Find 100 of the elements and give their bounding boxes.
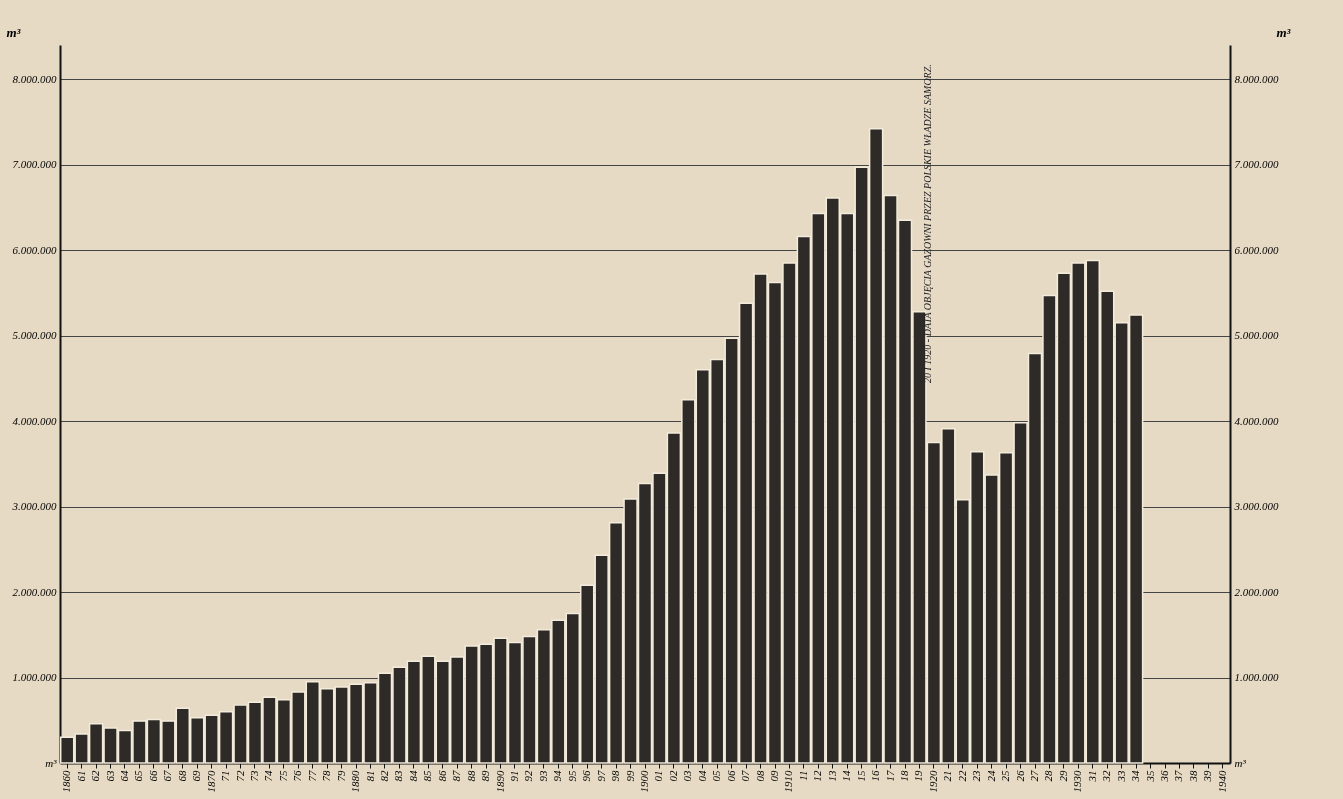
x-tick-label: 05 — [710, 770, 723, 782]
x-tick-label: 73 — [248, 770, 260, 782]
x-tick-label: 11 — [796, 770, 809, 781]
y-tick-label: 8.000.000 — [12, 72, 57, 85]
x-tick-label: 29 — [1056, 770, 1069, 782]
y2-tick-label: 3.000.000 — [1233, 500, 1279, 513]
x-tick-label: 86 — [435, 770, 448, 782]
x-tick-label: 69 — [190, 770, 203, 782]
x-tick-label: 93 — [536, 770, 549, 782]
x-tick-label: 76 — [291, 770, 304, 782]
x-tick-label: 1880 — [349, 770, 362, 793]
x-tick-label: 1920 — [926, 770, 939, 793]
x-tick-label: 61 — [74, 770, 87, 782]
x-tick-label: 97 — [594, 770, 607, 782]
x-tick-label: 07 — [739, 770, 752, 782]
x-tick-label: 12 — [811, 770, 824, 782]
x-tick-label: 02 — [666, 770, 679, 782]
y2-tick-label: 7.000.000 — [1234, 158, 1279, 171]
x-tick-label: 16 — [869, 770, 882, 782]
y-tick-label: 5.000.000 — [12, 329, 57, 342]
x-tick-label: 63 — [103, 770, 116, 782]
y2-tick-label: 8.000.000 — [1234, 72, 1279, 85]
x-tick-label: 74 — [262, 770, 275, 782]
x-tick-label: 68 — [175, 770, 188, 782]
y-tick-label: 2.000.000 — [12, 585, 57, 598]
x-tick-label: 75 — [276, 770, 289, 782]
x-tick-label: 26 — [1013, 770, 1026, 782]
x-tick-label: 72 — [233, 770, 246, 782]
x-tick-label: 1910 — [782, 770, 795, 793]
x-tick-label: 09 — [768, 770, 780, 782]
x-tick-label: 24 — [984, 770, 997, 782]
x-tick-label: 34 — [1129, 770, 1142, 783]
x-tick-label: 23 — [970, 770, 983, 782]
y-tick-label: 6.000.000 — [12, 243, 57, 256]
x-tick-label: 87 — [450, 770, 463, 782]
x-tick-label: 1900 — [638, 770, 650, 793]
x-tick-label: 01 — [652, 770, 665, 782]
y2-tick-label: 6.000.000 — [1234, 243, 1279, 256]
y-tick-label: 4.000.000 — [12, 414, 57, 427]
y2-tick-label: 1.000.000 — [1234, 671, 1279, 684]
x-tick-label: 32 — [1100, 770, 1113, 783]
x-tick-label: 19 — [912, 770, 925, 782]
x-tick-label: 83 — [392, 770, 405, 782]
y2-tick-label: m³ — [1234, 756, 1247, 769]
x-tick-label: 85 — [421, 770, 434, 782]
y-tick-label: m³ — [45, 756, 58, 769]
y-tick-label: 1.000.000 — [12, 671, 57, 684]
x-tick-label: 21 — [941, 770, 954, 782]
x-tick-label: 78 — [320, 770, 333, 782]
x-tick-label: 1870 — [204, 770, 217, 793]
x-tick-label: 66 — [146, 770, 159, 782]
y-tick-label: 7.000.000 — [12, 158, 57, 171]
x-tick-label: 62 — [89, 770, 102, 782]
x-tick-label: 77 — [305, 770, 318, 782]
x-tick-label: 91 — [508, 770, 520, 782]
x-tick-label: 1860 — [60, 770, 73, 793]
x-tick-label: 28 — [1042, 770, 1055, 782]
x-tick-label: 37 — [1172, 770, 1185, 783]
x-tick-label: 1930 — [1071, 770, 1084, 793]
x-tick-label: 81 — [363, 770, 376, 782]
x-tick-label: 64 — [118, 770, 130, 782]
y-tick-label: 3.000.000 — [11, 500, 57, 513]
x-tick-label: 08 — [753, 770, 766, 782]
y2-axis-title: m³ — [1276, 24, 1292, 40]
x-tick-label: 36 — [1158, 770, 1170, 783]
x-tick-label: 94 — [551, 770, 564, 782]
x-tick-label: 04 — [695, 770, 708, 782]
x-tick-label: 03 — [681, 770, 694, 782]
x-tick-label: 88 — [464, 770, 477, 782]
x-tick-label: 39 — [1201, 770, 1214, 783]
x-tick-label: 67 — [161, 770, 174, 782]
x-tick-label: 18 — [898, 770, 910, 782]
x-tick-label: 79 — [334, 770, 347, 782]
x-tick-label: 06 — [724, 770, 737, 782]
x-tick-label: 1890 — [493, 770, 506, 793]
x-tick-label: 31 — [1085, 770, 1098, 783]
x-tick-label: 38 — [1186, 770, 1199, 783]
x-tick-label: 82 — [378, 770, 390, 782]
x-tick-label: 15 — [854, 770, 867, 782]
x-tick-label: 95 — [565, 770, 578, 782]
x-tick-label: 27 — [1028, 770, 1040, 782]
x-tick-label: 71 — [219, 770, 232, 782]
x-tick-label: 35 — [1143, 770, 1156, 783]
x-tick-label: 98 — [609, 770, 622, 782]
x-tick-label: 99 — [623, 770, 636, 782]
x-tick-label: 22 — [955, 770, 968, 782]
x-tick-label: 96 — [580, 770, 593, 782]
y2-tick-label: 2.000.000 — [1234, 585, 1279, 598]
x-tick-label: 65 — [132, 770, 145, 782]
x-tick-label: 92 — [522, 770, 535, 782]
y2-tick-label: 4.000.000 — [1234, 414, 1279, 427]
y2-tick-label: 5.000.000 — [1234, 329, 1279, 342]
x-tick-label: 17 — [883, 770, 896, 782]
x-tick-label: 13 — [825, 770, 838, 782]
x-tick-label: 33 — [1114, 770, 1127, 783]
x-tick-label: 84 — [406, 770, 419, 782]
x-tick-label: 1940 — [1215, 770, 1228, 793]
x-tick-label: 89 — [479, 770, 492, 782]
x-tick-label: 14 — [840, 770, 853, 782]
x-tick-label: 25 — [999, 770, 1012, 782]
